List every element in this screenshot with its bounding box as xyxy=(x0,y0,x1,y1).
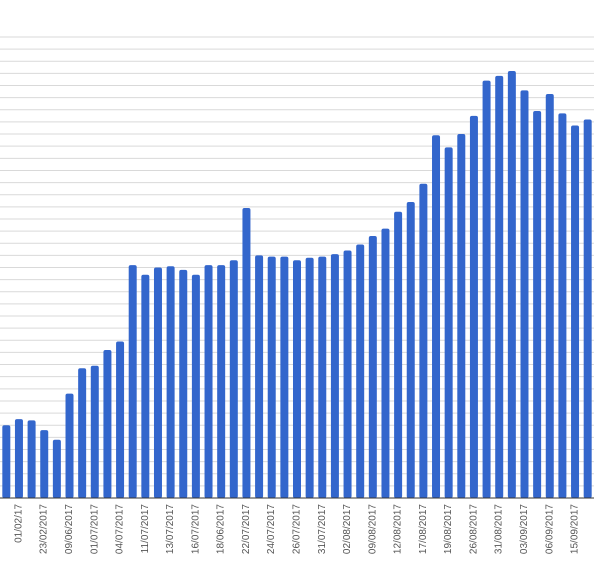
bar xyxy=(78,368,87,498)
bar xyxy=(267,256,276,498)
bar xyxy=(457,134,466,499)
bar xyxy=(571,125,580,499)
bar xyxy=(116,341,125,498)
bar xyxy=(141,274,150,498)
bar xyxy=(368,235,377,499)
x-tick-label: 02/08/2017 xyxy=(342,504,353,554)
x-tick-label: 01/07/2017 xyxy=(89,504,100,554)
bar xyxy=(14,419,23,498)
x-tick-label: 16/07/2017 xyxy=(190,504,201,554)
bar xyxy=(305,257,314,498)
x-tick-label: 19/08/2017 xyxy=(443,504,454,554)
bar xyxy=(330,254,339,498)
x-tick-label: 11/07/2017 xyxy=(140,504,151,554)
x-tick-label: 09/08/2017 xyxy=(367,504,378,554)
bar xyxy=(90,365,99,498)
x-tick-label: 18/06/2017 xyxy=(216,504,227,554)
x-tick-label: 04/07/2017 xyxy=(115,504,126,554)
x-tick-label: 15/09/2017 xyxy=(570,504,581,554)
x-tick-label: 22/07/2017 xyxy=(241,504,252,554)
bar xyxy=(217,265,226,498)
bar xyxy=(545,94,554,498)
bar xyxy=(242,208,251,498)
bar xyxy=(520,90,529,499)
bar xyxy=(394,211,403,498)
bar xyxy=(469,115,478,499)
bar xyxy=(229,260,238,498)
bar xyxy=(558,113,567,498)
x-tick-label: 23/02/2017 xyxy=(39,504,50,554)
bar xyxy=(40,430,49,498)
x-tick-label: 13/07/2017 xyxy=(165,504,176,554)
bar xyxy=(27,420,36,498)
bar xyxy=(2,425,11,498)
bar xyxy=(343,250,352,498)
bar xyxy=(507,70,516,499)
bar xyxy=(482,80,491,499)
x-tick-label: 17/08/2017 xyxy=(418,504,429,554)
bar xyxy=(432,135,441,498)
bar xyxy=(204,265,213,498)
bar xyxy=(583,119,592,498)
bar xyxy=(356,244,365,498)
bar xyxy=(166,266,175,498)
bar xyxy=(128,265,137,498)
x-tick-label: 03/09/2017 xyxy=(519,504,530,554)
x-tick-label: 31/08/2017 xyxy=(494,504,505,554)
bar xyxy=(318,256,327,498)
bar xyxy=(179,269,188,498)
x-tick-label: 12/08/2017 xyxy=(393,504,404,554)
x-tick-label: 01/02/17 xyxy=(13,504,24,543)
bar xyxy=(381,228,390,498)
bar xyxy=(191,274,200,498)
bar xyxy=(406,201,415,498)
bar xyxy=(495,75,504,499)
bar xyxy=(153,267,162,498)
x-tick-label: 31/07/2017 xyxy=(317,504,328,554)
bar xyxy=(280,256,289,498)
bar xyxy=(533,111,542,499)
x-tick-label: 26/08/2017 xyxy=(468,504,479,554)
bar xyxy=(419,183,428,498)
bar xyxy=(65,393,74,498)
bar xyxy=(103,349,112,498)
bar xyxy=(52,439,61,498)
bar xyxy=(293,260,301,498)
bar xyxy=(255,255,264,498)
bar xyxy=(444,147,453,498)
x-tick-label: 06/09/2017 xyxy=(544,504,555,554)
x-tick-label: 09/06/2017 xyxy=(64,504,75,554)
x-tick-label: 24/07/2017 xyxy=(266,504,277,554)
x-tick-label: 26/07/2017 xyxy=(292,504,303,554)
